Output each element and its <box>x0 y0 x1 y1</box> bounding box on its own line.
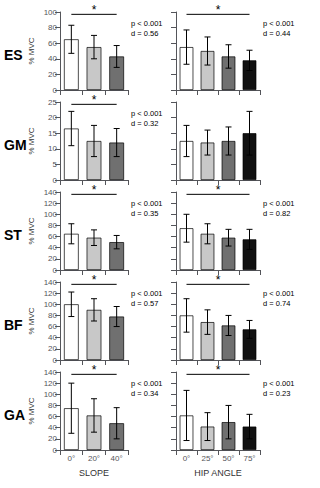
svg-text:80: 80 <box>48 401 57 410</box>
svg-text:60: 60 <box>48 322 57 331</box>
svg-text:d = 0.32: d = 0.32 <box>131 119 158 128</box>
svg-text:ES: ES <box>4 47 23 63</box>
svg-text:d = 0.56: d = 0.56 <box>131 29 158 38</box>
svg-text:50°: 50° <box>222 454 234 463</box>
svg-text:SLOPE: SLOPE <box>79 468 109 478</box>
svg-text:p < 0.001: p < 0.001 <box>131 19 163 28</box>
svg-text:% MVC: % MVC <box>27 397 36 424</box>
svg-text:% MVC: % MVC <box>27 37 36 64</box>
svg-text:120: 120 <box>44 289 58 298</box>
svg-text:5: 5 <box>53 160 58 169</box>
svg-text:*: * <box>216 363 221 377</box>
svg-text:*: * <box>92 3 97 17</box>
svg-text:140: 140 <box>44 278 58 287</box>
svg-text:d = 0.82: d = 0.82 <box>263 209 290 218</box>
svg-text:d = 0.23: d = 0.23 <box>263 389 290 398</box>
svg-text:40: 40 <box>48 54 57 63</box>
svg-text:40: 40 <box>48 333 57 342</box>
svg-text:140: 140 <box>44 368 58 377</box>
svg-text:p < 0.001: p < 0.001 <box>131 289 163 298</box>
svg-text:120: 120 <box>44 199 58 208</box>
svg-text:0: 0 <box>53 86 58 95</box>
svg-text:20: 20 <box>48 254 57 263</box>
svg-text:p < 0.001: p < 0.001 <box>131 109 163 118</box>
svg-text:p < 0.001: p < 0.001 <box>131 199 163 208</box>
svg-text:0°: 0° <box>183 454 191 463</box>
svg-text:*: * <box>216 273 221 287</box>
svg-text:d = 0.34: d = 0.34 <box>131 389 158 398</box>
svg-text:100: 100 <box>44 8 58 17</box>
svg-text:120: 120 <box>44 379 58 388</box>
svg-text:% MVC: % MVC <box>27 307 36 334</box>
svg-text:100: 100 <box>44 390 58 399</box>
svg-text:*: * <box>216 183 221 197</box>
svg-text:60: 60 <box>48 232 57 241</box>
svg-text:25°: 25° <box>201 454 213 463</box>
svg-text:p < 0.001: p < 0.001 <box>131 379 163 388</box>
svg-text:ST: ST <box>4 227 22 243</box>
svg-text:*: * <box>92 93 97 107</box>
svg-text:0: 0 <box>53 446 58 455</box>
svg-text:60: 60 <box>48 412 57 421</box>
svg-text:d = 0.74: d = 0.74 <box>263 299 290 308</box>
svg-text:80: 80 <box>48 23 57 32</box>
svg-text:p < 0.001: p < 0.001 <box>263 199 295 208</box>
svg-text:0: 0 <box>53 176 58 185</box>
svg-text:40: 40 <box>48 423 57 432</box>
svg-text:25: 25 <box>48 98 57 107</box>
svg-text:80: 80 <box>48 221 57 230</box>
svg-text:40: 40 <box>48 243 57 252</box>
svg-text:60: 60 <box>48 39 57 48</box>
svg-text:0: 0 <box>53 266 58 275</box>
svg-text:40°: 40° <box>111 454 123 463</box>
svg-text:100: 100 <box>44 210 58 219</box>
svg-text:HIP ANGLE: HIP ANGLE <box>194 468 241 478</box>
svg-text:*: * <box>92 273 97 287</box>
svg-text:% MVC: % MVC <box>27 127 36 154</box>
svg-text:d = 0.44: d = 0.44 <box>263 29 290 38</box>
svg-text:20: 20 <box>48 344 57 353</box>
svg-text:*: * <box>216 3 221 17</box>
svg-text:*: * <box>92 363 97 377</box>
svg-text:BF: BF <box>4 317 23 333</box>
svg-text:d = 0.35: d = 0.35 <box>131 209 158 218</box>
svg-text:GA: GA <box>4 407 25 423</box>
svg-text:p < 0.001: p < 0.001 <box>263 19 295 28</box>
svg-text:140: 140 <box>44 188 58 197</box>
svg-text:d = 0.57: d = 0.57 <box>131 299 158 308</box>
svg-text:20: 20 <box>48 434 57 443</box>
svg-text:20°: 20° <box>88 454 100 463</box>
svg-text:p < 0.001: p < 0.001 <box>263 379 295 388</box>
svg-text:20: 20 <box>48 70 57 79</box>
svg-text:15: 15 <box>48 129 57 138</box>
svg-text:p < 0.001: p < 0.001 <box>263 289 295 298</box>
svg-text:75°: 75° <box>243 454 255 463</box>
svg-text:80: 80 <box>48 311 57 320</box>
svg-text:0°: 0° <box>68 454 76 463</box>
svg-text:100: 100 <box>44 300 58 309</box>
svg-text:10: 10 <box>48 144 57 153</box>
svg-text:20: 20 <box>48 113 57 122</box>
svg-text:% MVC: % MVC <box>27 217 36 244</box>
svg-text:*: * <box>92 183 97 197</box>
svg-text:GM: GM <box>4 137 27 153</box>
svg-text:0: 0 <box>53 356 58 365</box>
